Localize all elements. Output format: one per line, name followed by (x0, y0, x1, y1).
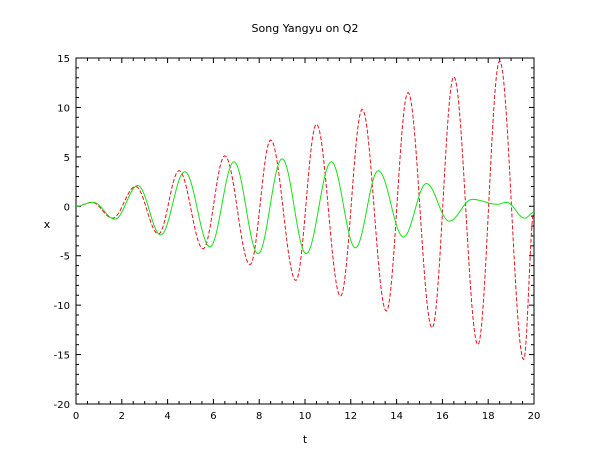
y-tick-label: -5 (60, 252, 70, 263)
x-tick-label: 16 (436, 411, 449, 422)
x-tick-label: 4 (164, 411, 170, 422)
y-axis: -20 -15 -10 -5 0 5 10 15 (54, 54, 534, 411)
x-axis: 0 2 4 6 8 10 12 14 16 18 20 (73, 58, 541, 422)
x-tick-label: 0 (73, 411, 79, 422)
y-tick-label: 10 (57, 103, 70, 114)
x-tick-label: 2 (119, 411, 125, 422)
y-tick-label: -10 (54, 301, 70, 312)
y-tick-label: 5 (64, 153, 70, 164)
y-tick-label: 15 (57, 54, 70, 65)
x-tick-label: 6 (210, 411, 216, 422)
y-tick-label: 0 (64, 202, 70, 213)
y-tick-label: -20 (54, 400, 70, 411)
series-line-2 (75, 158, 535, 255)
chart-title: Song Yangyu on Q2 (252, 22, 359, 35)
series-layer (75, 60, 535, 361)
x-tick-label: 8 (256, 411, 262, 422)
x-tick-label: 12 (344, 411, 357, 422)
x-axis-label: t (303, 433, 308, 446)
plot-area: 0 2 4 6 8 10 12 14 16 18 20 -20 -15 -10 -5 0 5 10 15 (54, 54, 541, 422)
plot-frame (75, 57, 535, 405)
x-tick-label: 10 (299, 411, 312, 422)
x-tick-label: 14 (390, 411, 403, 422)
x-tick-label: 18 (482, 411, 495, 422)
y-tick-label: -15 (54, 351, 70, 362)
x-tick-label: 20 (528, 411, 541, 422)
series-line-1 (75, 60, 535, 361)
y-axis-label: x (44, 218, 51, 231)
